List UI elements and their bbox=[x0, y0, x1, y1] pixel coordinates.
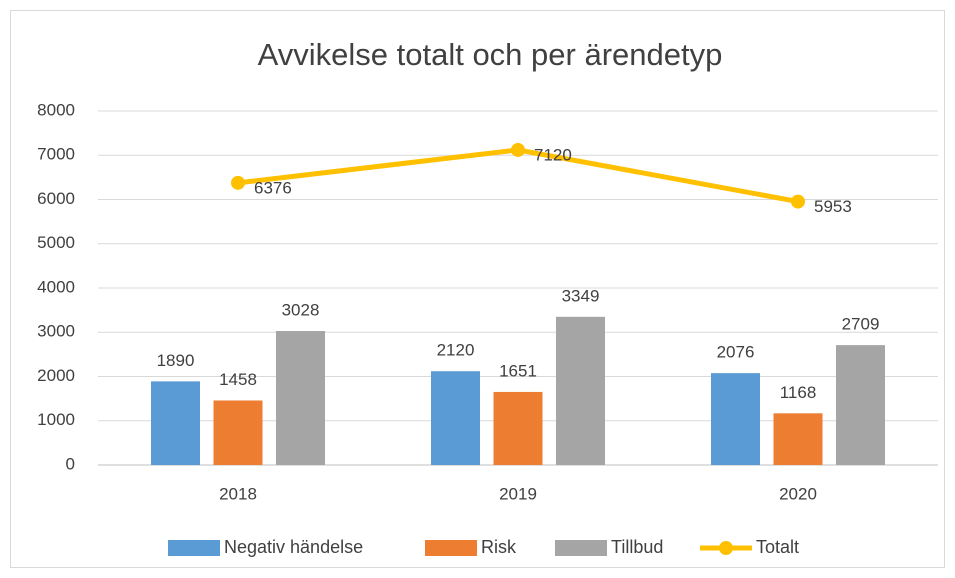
x-tick-label: 2019 bbox=[499, 484, 537, 503]
data-label: 7120 bbox=[534, 145, 572, 164]
data-label: 3349 bbox=[562, 286, 600, 305]
legend-label: Tillbud bbox=[611, 537, 663, 557]
bar bbox=[276, 331, 325, 465]
data-label: 1890 bbox=[157, 351, 195, 370]
y-tick-label: 3000 bbox=[37, 322, 75, 341]
legend-swatch bbox=[555, 540, 607, 556]
legend-label: Totalt bbox=[756, 537, 799, 557]
line-marker bbox=[511, 142, 525, 157]
data-label: 1458 bbox=[219, 370, 257, 389]
y-tick-label: 5000 bbox=[37, 233, 75, 252]
data-label: 2120 bbox=[437, 341, 475, 360]
bar bbox=[431, 371, 480, 465]
data-label: 1168 bbox=[780, 383, 817, 402]
bar bbox=[213, 400, 263, 465]
line-marker bbox=[231, 175, 245, 190]
bar bbox=[773, 413, 823, 465]
bar bbox=[151, 381, 200, 465]
chart-border bbox=[10, 10, 945, 568]
legend-swatch bbox=[425, 540, 477, 556]
data-label: 2709 bbox=[842, 315, 880, 334]
data-label: 2076 bbox=[717, 343, 755, 362]
bar bbox=[556, 316, 605, 465]
x-tick-label: 2020 bbox=[779, 484, 817, 503]
y-tick-label: 2000 bbox=[37, 366, 75, 385]
data-label: 5953 bbox=[814, 197, 852, 216]
legend-swatch bbox=[719, 541, 733, 555]
y-tick-label: 6000 bbox=[37, 189, 75, 208]
data-label: 6376 bbox=[254, 178, 292, 197]
y-tick-label: 4000 bbox=[37, 277, 75, 296]
data-label: 3028 bbox=[282, 300, 320, 319]
line-marker bbox=[791, 194, 805, 209]
chart-title: Avvikelse totalt och per ärendetyp bbox=[258, 37, 723, 72]
x-tick-label: 2018 bbox=[219, 484, 257, 503]
y-tick-label: 7000 bbox=[37, 145, 75, 164]
bar bbox=[493, 391, 543, 465]
legend-swatch bbox=[168, 540, 220, 556]
data-label: 1651 bbox=[499, 361, 537, 380]
legend-label: Risk bbox=[481, 537, 517, 557]
bar bbox=[711, 373, 760, 465]
legend-label: Negativ händelse bbox=[224, 537, 363, 557]
y-tick-label: 0 bbox=[66, 454, 75, 473]
y-tick-label: 1000 bbox=[37, 410, 75, 429]
bar bbox=[836, 345, 885, 465]
y-tick-label: 8000 bbox=[37, 100, 75, 119]
